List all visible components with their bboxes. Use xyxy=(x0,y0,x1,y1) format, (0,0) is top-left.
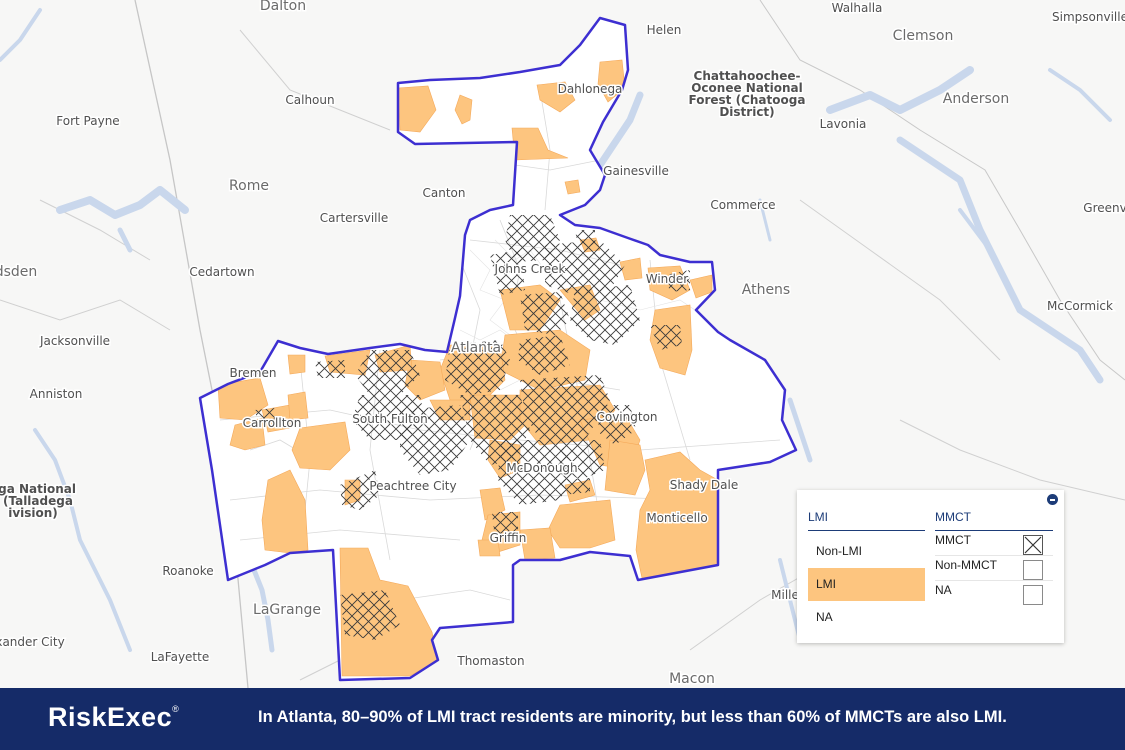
registered-mark: ® xyxy=(172,704,180,714)
place-label: Winder xyxy=(646,272,689,286)
place-label: Johns Creek xyxy=(494,262,566,276)
riskexec-logo: RiskExec® xyxy=(48,702,179,733)
place-label: Simpsonville xyxy=(1052,10,1125,24)
brand-name: RiskExec xyxy=(48,702,173,732)
minus-circle-icon[interactable] xyxy=(1047,494,1058,505)
place-label: Greenv xyxy=(1083,201,1125,215)
legend-item-label: Non-MMCT xyxy=(935,558,997,572)
place-label: McDonough xyxy=(506,461,577,475)
legend-item-label: LMI xyxy=(816,577,837,591)
place-label: Griffin xyxy=(490,531,527,545)
legend-item-mmct-na[interactable]: NA xyxy=(935,581,1053,605)
place-label: LaGrange xyxy=(253,602,321,618)
place-label: Commerce xyxy=(710,198,775,212)
place-label: Anniston xyxy=(30,387,83,401)
place-label: South Fulton xyxy=(352,412,428,426)
place-label: Gainesville xyxy=(603,164,669,178)
place-label: LaFayette xyxy=(151,650,209,664)
lmi-legend: LMI Non-LMI LMI NA xyxy=(808,510,925,634)
mmct-tracts xyxy=(255,215,690,640)
mmct-legend: MMCT MMCT Non-MMCT NA xyxy=(935,510,1053,605)
place-label: Dahlonega xyxy=(558,82,623,96)
place-label: Jacksonville xyxy=(39,334,110,348)
legend-item-label: NA xyxy=(816,610,833,624)
place-label: Rome xyxy=(229,178,269,194)
place-label: Atlanta xyxy=(451,340,501,356)
place-label: Cedartown xyxy=(189,265,254,279)
place-label: Peachtree City xyxy=(369,479,456,493)
legend-item-label: Non-LMI xyxy=(816,544,863,558)
place-label: Lavonia xyxy=(820,117,867,131)
place-label: Canton xyxy=(423,186,466,200)
legend-item-lmi[interactable]: LMI xyxy=(808,568,925,601)
place-label: Walhalla xyxy=(832,1,883,15)
hatch-swatch-icon xyxy=(1023,535,1043,555)
place-label: Monticello xyxy=(646,511,707,525)
place-label: Carrollton xyxy=(243,416,302,430)
mmct-legend-header: MMCT xyxy=(935,510,1053,531)
legend-item-non-lmi[interactable]: Non-LMI xyxy=(808,535,925,568)
lmi-legend-header: LMI xyxy=(808,510,925,531)
place-label: Athens xyxy=(742,282,790,298)
place-label: Thomaston xyxy=(456,654,524,668)
legend-panel: LMI Non-LMI LMI NA MMCT MMCT Non-MMCT NA xyxy=(797,490,1064,643)
empty-swatch-icon xyxy=(1023,585,1043,605)
place-label: Calhoun xyxy=(285,93,334,107)
place-label: Mille xyxy=(771,588,799,602)
place-label: Helen xyxy=(647,23,682,37)
map-canvas[interactable]: Dalton Helen Walhalla Clemson Simpsonville An… xyxy=(0,0,1125,688)
place-label: McCormick xyxy=(1047,299,1113,313)
empty-swatch-icon xyxy=(1023,560,1043,580)
place-label: Bremen xyxy=(230,366,277,380)
place-labels: Dalton Helen Walhalla Clemson Simpsonville An… xyxy=(0,0,1125,688)
place-label: Chattahoochee-Oconee National Forest (Cha… xyxy=(689,69,806,119)
caption-text: In Atlanta, 80–90% of LMI tract resident… xyxy=(258,708,1007,726)
place-label: Roanoke xyxy=(162,564,213,578)
place-label: Dalton xyxy=(260,0,306,14)
place-label: Anderson xyxy=(943,91,1009,107)
place-label: Shady Dale xyxy=(670,478,738,492)
place-label: Fort Payne xyxy=(56,114,119,128)
legend-item-label: NA xyxy=(935,583,952,597)
place-label: dsden xyxy=(0,264,37,280)
place-label: xander City xyxy=(0,635,65,649)
footer-banner: RiskExec® In Atlanta, 80–90% of LMI trac… xyxy=(0,688,1125,750)
msa-boundary xyxy=(198,16,798,682)
legend-item-non-mmct[interactable]: Non-MMCT xyxy=(935,556,1053,581)
legend-item-na[interactable]: NA xyxy=(808,601,925,634)
place-label: Cartersville xyxy=(320,211,388,225)
legend-item-label: MMCT xyxy=(935,533,971,547)
place-label: Covington xyxy=(596,410,657,424)
place-label: Clemson xyxy=(893,28,954,44)
place-label: Macon xyxy=(669,671,715,687)
legend-item-mmct[interactable]: MMCT xyxy=(935,531,1053,556)
